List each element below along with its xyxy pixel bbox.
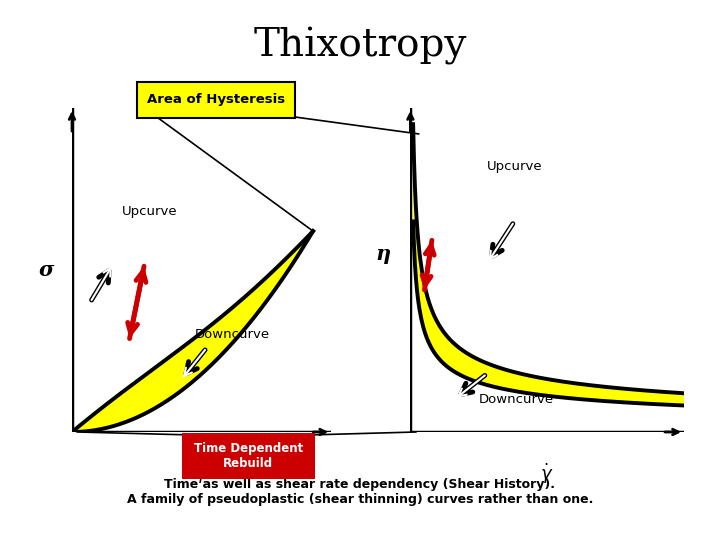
Polygon shape bbox=[413, 124, 684, 406]
Text: Upcurve: Upcurve bbox=[487, 160, 543, 173]
Text: Thixotropy: Thixotropy bbox=[253, 27, 467, 65]
Text: η: η bbox=[375, 244, 391, 264]
Text: Upcurve: Upcurve bbox=[122, 205, 178, 218]
Text: Area of Hysteresis: Area of Hysteresis bbox=[147, 93, 285, 106]
Text: Time Dependent
Rebuild: Time Dependent Rebuild bbox=[194, 442, 303, 470]
Text: Downcurve: Downcurve bbox=[479, 393, 554, 406]
Polygon shape bbox=[72, 231, 313, 432]
Text: $\dot{\gamma}$: $\dot{\gamma}$ bbox=[195, 462, 208, 486]
Text: σ: σ bbox=[38, 260, 54, 280]
Text: Downcurve: Downcurve bbox=[195, 328, 270, 341]
Text: Time as well as shear rate dependency (Shear History).
A family of pseudoplastic: Time as well as shear rate dependency (S… bbox=[127, 478, 593, 506]
Text: $\dot{\gamma}$: $\dot{\gamma}$ bbox=[541, 462, 554, 486]
